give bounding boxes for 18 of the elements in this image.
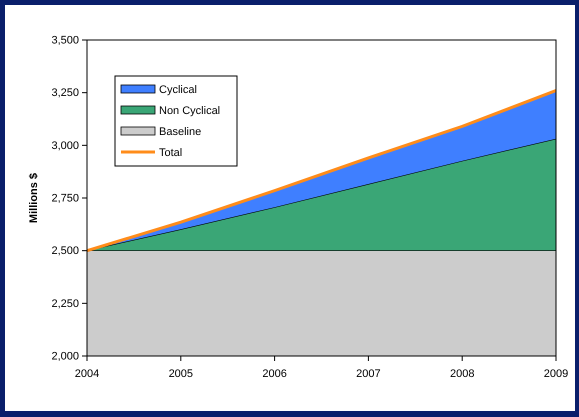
y-tick-label: 2,500 [51, 245, 79, 258]
legend-label: Total [159, 147, 182, 159]
y-tick-label: 2,250 [51, 298, 79, 310]
x-tick-label: 2005 [168, 368, 194, 380]
legend-label: Non Cyclical [159, 105, 220, 117]
y-tick-label: 3,000 [51, 140, 79, 152]
y-tick-label: 3,500 [51, 34, 79, 47]
x-tick-label: 2008 [450, 368, 474, 380]
y-tick-label: 3,250 [51, 87, 79, 100]
y-tick-label: 2,000 [51, 350, 79, 363]
x-tick-label: 2007 [356, 368, 381, 380]
x-tick-label: 2004 [74, 368, 100, 380]
x-tick-label: 2009 [544, 368, 568, 380]
y-axis-title: Millions $ [28, 172, 40, 224]
y-tick-label: 2,750 [51, 192, 79, 205]
x-tick-label: 2006 [262, 368, 287, 380]
legend-label: Cyclical [159, 84, 197, 96]
legend-label: Baseline [159, 126, 202, 138]
